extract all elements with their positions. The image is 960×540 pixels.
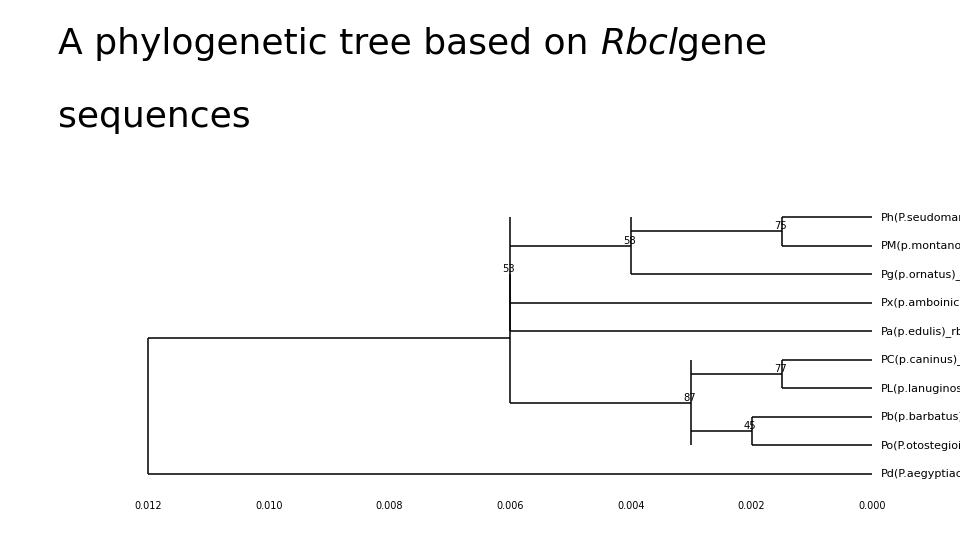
Text: 53: 53 [502,264,515,274]
Text: Px(p.amboinicus)_rbcL-1F: Px(p.amboinicus)_rbcL-1F [881,298,960,308]
Text: 45: 45 [744,421,756,431]
Text: 0.004: 0.004 [617,501,644,511]
Text: 0.012: 0.012 [134,501,162,511]
Text: Pb(p.barbatus)_rbcL-1F: Pb(p.barbatus)_rbcL-1F [881,411,960,422]
Text: 0.000: 0.000 [858,501,886,511]
Text: 0.008: 0.008 [375,501,403,511]
Text: Ph(P.seudomarruboides)_rbcl-1F: Ph(P.seudomarruboides)_rbcl-1F [881,212,960,222]
Text: Rbcl: Rbcl [600,27,678,61]
Text: A phylogenetic tree based on: A phylogenetic tree based on [58,27,600,61]
Text: 58: 58 [623,236,636,246]
Text: Pa(p.edulis)_rbcl-1F: Pa(p.edulis)_rbcl-1F [881,326,960,337]
Text: Pg(p.ornatus)_rbcL-1F: Pg(p.ornatus)_rbcL-1F [881,269,960,280]
Text: gene: gene [678,27,767,61]
Text: 0.006: 0.006 [496,501,524,511]
Text: 87: 87 [684,393,696,403]
Text: 77: 77 [774,364,786,374]
Text: Po(P.otostegioides)_rbcl-1F: Po(P.otostegioides)_rbcl-1F [881,440,960,451]
Text: PL(p.lanuginosus)_rbcL-1F: PL(p.lanuginosus)_rbcL-1F [881,383,960,394]
Text: 0.010: 0.010 [255,501,282,511]
Text: PM(p.montanous)_rbcL-1F: PM(p.montanous)_rbcL-1F [881,240,960,251]
Text: PC(p.caninus)_rbcL-1F: PC(p.caninus)_rbcL-1F [881,354,960,366]
Text: sequences: sequences [58,100,251,134]
Text: Pd(P.aegyptiacus)_rbcl-1F: Pd(P.aegyptiacus)_rbcl-1F [881,469,960,480]
Text: 0.002: 0.002 [737,501,765,511]
Text: 75: 75 [774,221,786,232]
